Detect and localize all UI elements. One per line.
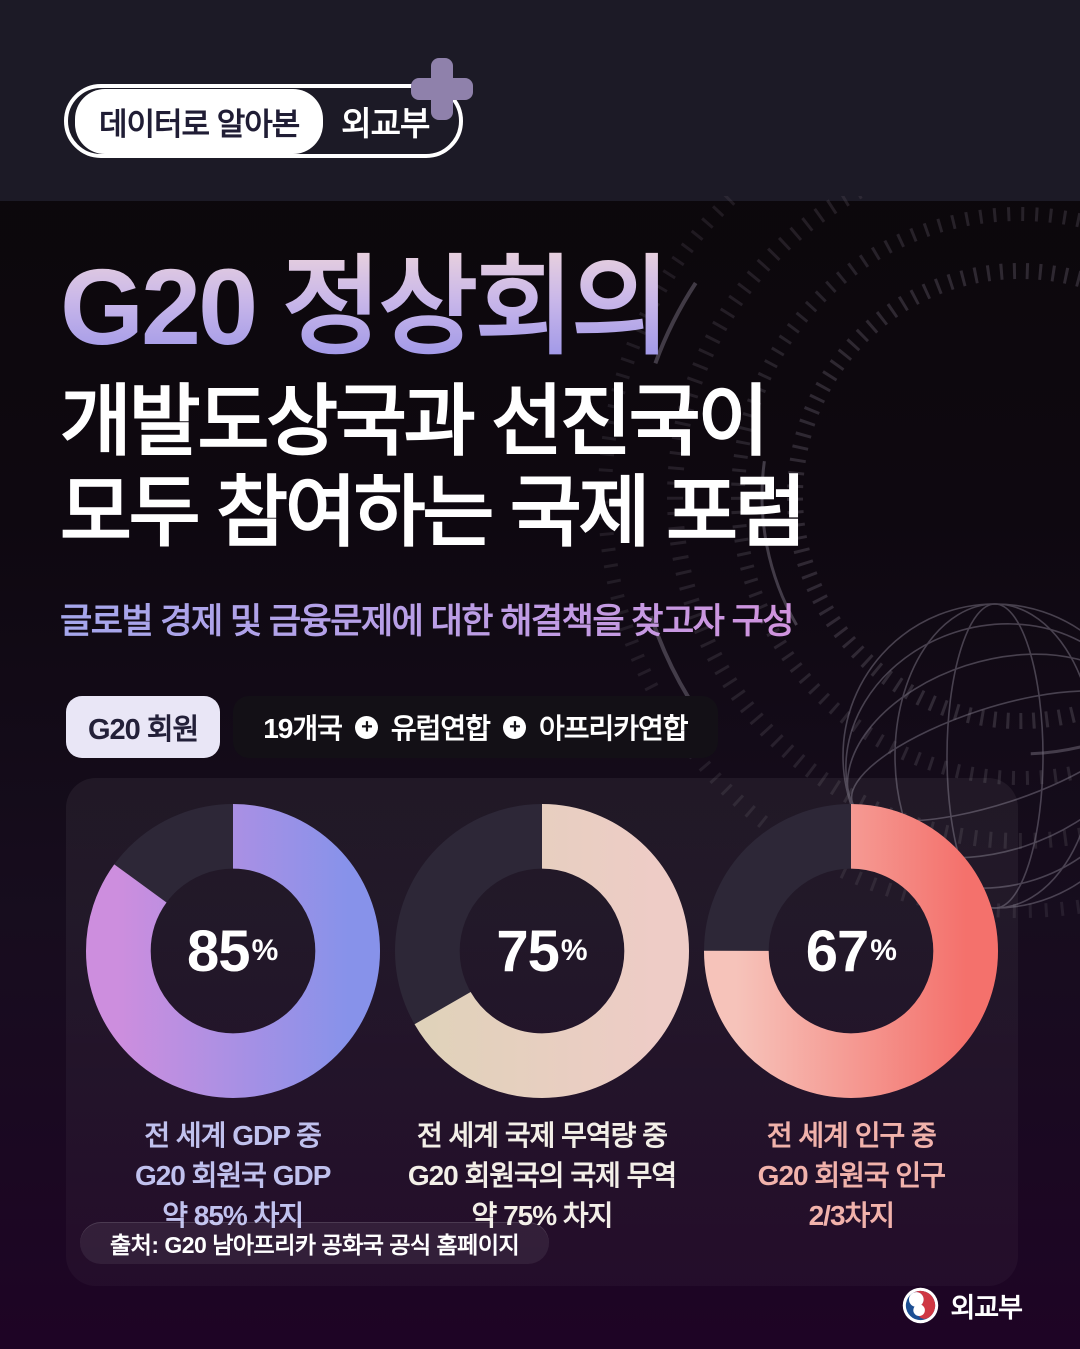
circled-plus-icon: + bbox=[354, 715, 378, 739]
caption-line: G20 회원국 GDP bbox=[134, 1160, 331, 1191]
description-text: 글로벌 경제 및 금융문제에 대한 해결책을 찾고자 구성 bbox=[60, 593, 1020, 644]
caption-line: 전 세계 인구 중 bbox=[766, 1120, 937, 1151]
membership-row: G20 회원 19개국 + 유럽연합 + 아프리카연합 bbox=[66, 696, 718, 758]
chart-gdp: 85 % 전 세계 GDP 중 G20 회원국 GDP 약 85% 차지 bbox=[78, 804, 387, 1236]
chart-trade: 75 % 전 세계 국제 무역량 중 G20 회원국의 국제 무역 약 75% … bbox=[387, 804, 696, 1236]
caption-line: 전 세계 국제 무역량 중 bbox=[417, 1120, 668, 1151]
membership-item-eu: 유럽연합 bbox=[390, 713, 491, 744]
charts-panel: 85 % 전 세계 GDP 중 G20 회원국 GDP 약 85% 차지 75 … bbox=[66, 778, 1018, 1286]
donut-ring bbox=[394, 804, 689, 1098]
chart-population: 67 % 전 세계 인구 중 G20 회원국 인구 2/3차지 bbox=[697, 804, 1006, 1236]
caption-line: 약 85% 차지 bbox=[162, 1200, 304, 1231]
donut-chart-population: 67 % bbox=[704, 804, 999, 1098]
chart-caption-gdp: 전 세계 GDP 중 G20 회원국 GDP 약 85% 차지 bbox=[134, 1116, 331, 1236]
percent-sign: % bbox=[560, 934, 588, 967]
caption-line: G20 회원국의 국제 무역 bbox=[407, 1160, 677, 1191]
percent-value: 85 bbox=[187, 918, 251, 984]
membership-items: 19개국 + 유럽연합 + 아프리카연합 bbox=[233, 696, 718, 758]
percent-sign: % bbox=[870, 934, 897, 967]
donut-value-label: 85 % bbox=[86, 804, 380, 1098]
donut-chart-gdp: 85 % bbox=[85, 804, 380, 1098]
header-band: 데이터로 알아본 외교부 bbox=[0, 0, 1080, 201]
caption-line: 약 75% 차지 bbox=[471, 1200, 614, 1231]
percent-value: 75 bbox=[496, 918, 560, 984]
percent-value: 67 bbox=[805, 918, 870, 984]
page-title: G20 정상회의 bbox=[60, 238, 1020, 376]
caption-line: 전 세계 GDP 중 bbox=[144, 1120, 322, 1151]
ministry-logo: 외교부 bbox=[902, 1286, 1023, 1325]
membership-item-countries: 19개국 bbox=[263, 713, 343, 744]
caption-line: 2/3차지 bbox=[808, 1200, 895, 1231]
source-citation: 출처: G20 남아프리카 공화국 공식 홈페이지 bbox=[80, 1222, 550, 1264]
membership-label-badge: G20 회원 bbox=[66, 696, 221, 758]
donut-ring bbox=[85, 804, 380, 1098]
subtitle-line-2: 모두 참여하는 국제 포럼 bbox=[60, 468, 807, 557]
korea-government-emblem-icon bbox=[903, 1287, 939, 1324]
chart-caption-trade: 전 세계 국제 무역량 중 G20 회원국의 국제 무역 약 75% 차지 bbox=[407, 1116, 677, 1236]
plus-icon bbox=[411, 58, 473, 120]
charts-row: 85 % 전 세계 GDP 중 G20 회원국 GDP 약 85% 차지 75 … bbox=[66, 778, 1018, 1236]
chart-caption-population: 전 세계 인구 중 G20 회원국 인구 2/3차지 bbox=[757, 1116, 946, 1236]
donut-value-label: 67 % bbox=[704, 804, 998, 1098]
percent-sign: % bbox=[251, 934, 279, 967]
ministry-name: 외교부 bbox=[950, 1293, 1023, 1323]
donut-value-label: 75 % bbox=[395, 804, 689, 1098]
membership-item-au: 아프리카연합 bbox=[538, 713, 689, 744]
series-badge: 데이터로 알아본 외교부 bbox=[64, 84, 464, 158]
subtitle-line-1: 개발도상국과 선진국이 bbox=[60, 377, 769, 466]
circled-plus-icon: + bbox=[502, 715, 526, 739]
donut-chart-trade: 75 % bbox=[394, 804, 689, 1098]
caption-line: G20 회원국 인구 bbox=[757, 1160, 946, 1191]
donut-ring bbox=[704, 804, 999, 1098]
hero-section: G20 정상회의 개발도상국과 선진국이 모두 참여하는 국제 포럼 글로벌 경… bbox=[60, 238, 1020, 644]
badge-series-label: 데이터로 알아본 bbox=[75, 88, 324, 154]
